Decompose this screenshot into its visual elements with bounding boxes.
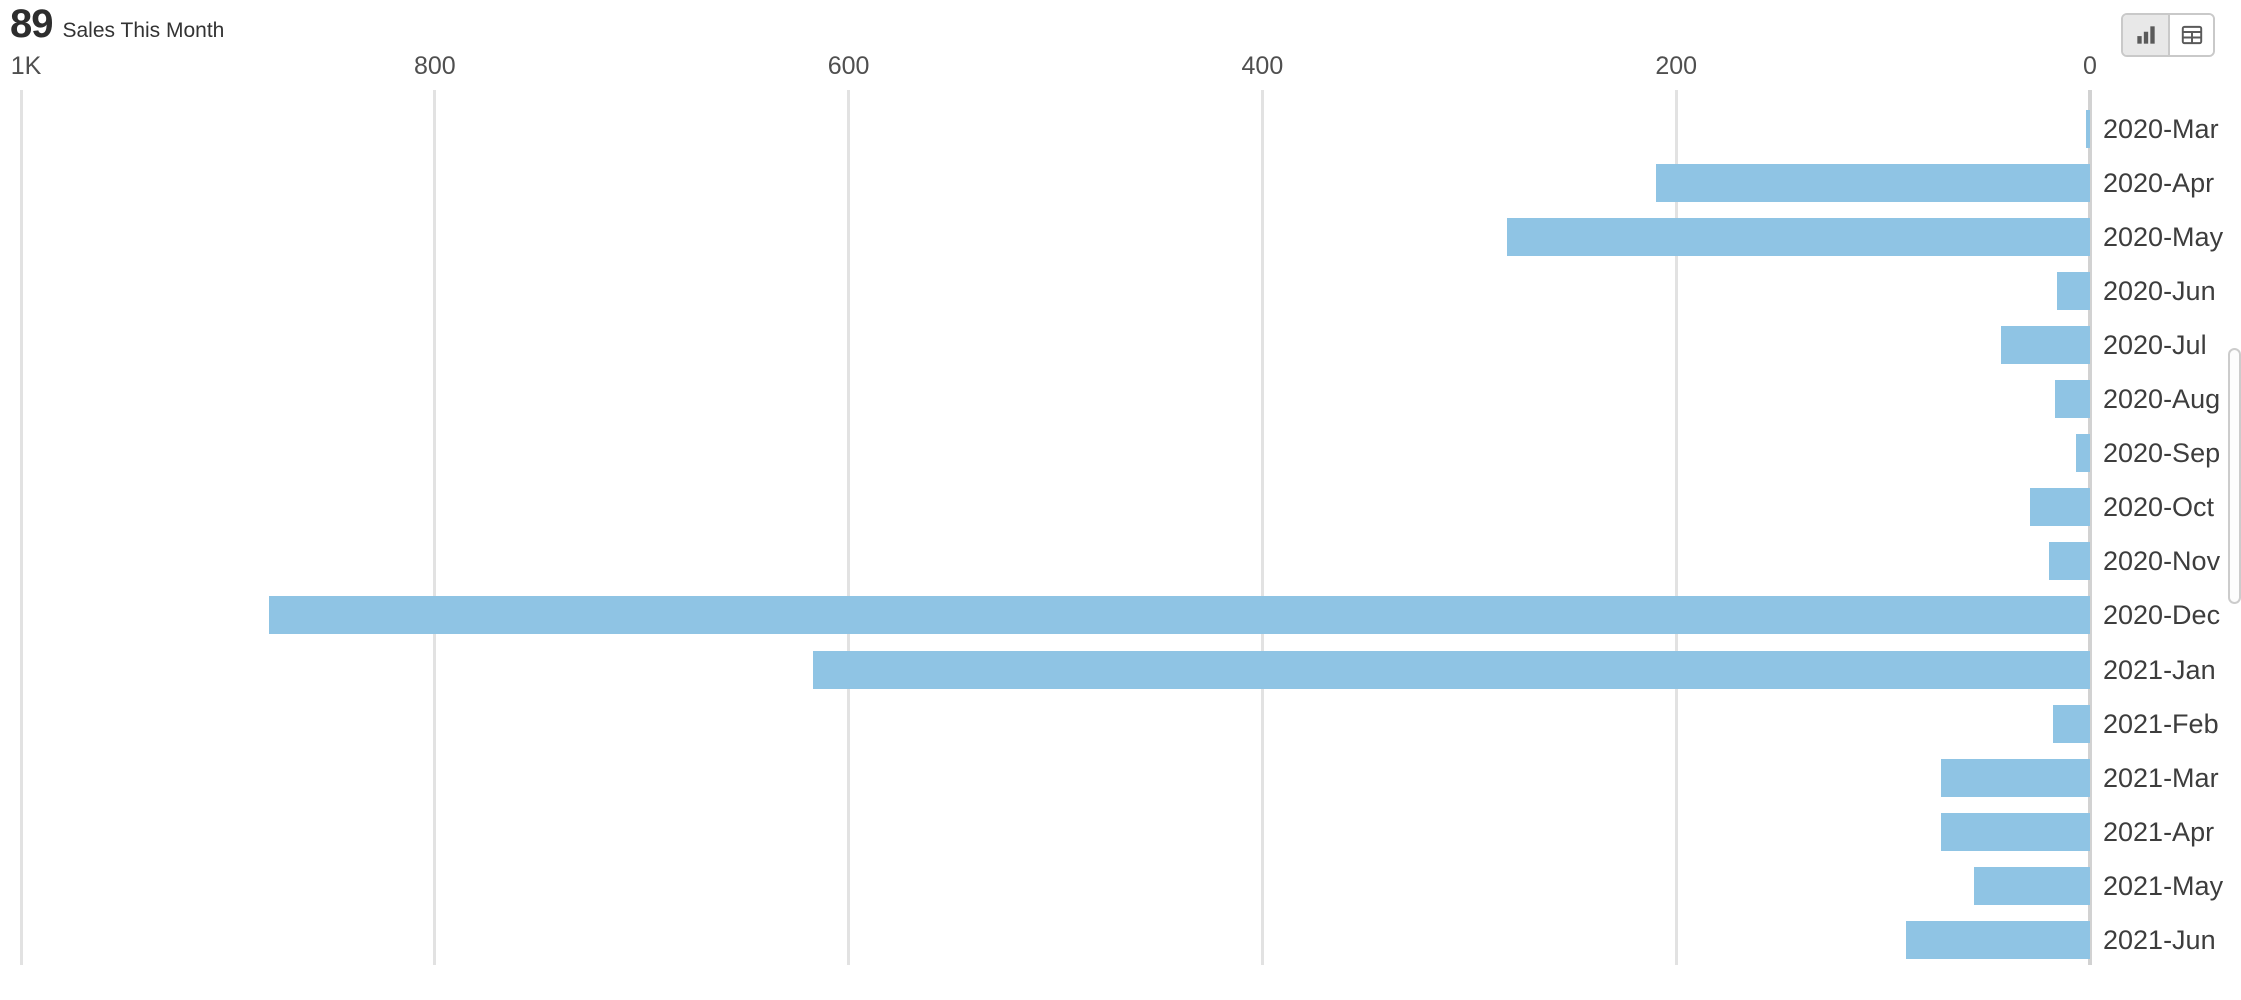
bar-2020-Nov[interactable] xyxy=(2049,542,2090,580)
bar-2021-Feb[interactable] xyxy=(2053,705,2090,743)
bar-2021-Apr[interactable] xyxy=(1941,813,2090,851)
gridline xyxy=(1260,90,1264,965)
bar-2020-Mar[interactable] xyxy=(2086,110,2090,148)
table-icon xyxy=(2179,22,2205,48)
category-label: 2021-May xyxy=(2103,871,2224,901)
bar-2020-Aug[interactable] xyxy=(2055,380,2090,418)
category-label: 2020-Nov xyxy=(2103,546,2221,576)
bar-2020-May[interactable] xyxy=(1507,218,2090,256)
category-label: 2020-Aug xyxy=(2103,384,2221,414)
kpi-value: 89 xyxy=(10,2,53,46)
category-label: 2020-Jun xyxy=(2103,276,2216,306)
bar-2020-Dec[interactable] xyxy=(269,596,2090,634)
gridline xyxy=(433,90,437,965)
category-label: 2020-Jul xyxy=(2103,330,2207,360)
gridline xyxy=(19,90,23,965)
category-label: 2020-Mar xyxy=(2103,114,2219,144)
gridline xyxy=(847,90,851,965)
gridline xyxy=(1674,90,1678,965)
axis-tick-label: 1K xyxy=(10,52,42,80)
bar-2020-Apr[interactable] xyxy=(1656,164,2090,202)
category-label: 2021-Jun xyxy=(2103,925,2216,955)
category-label: 2020-Oct xyxy=(2103,492,2215,522)
bar-chart-icon xyxy=(2133,22,2159,48)
bar-2021-May[interactable] xyxy=(1974,867,2090,905)
category-label: 2020-Dec xyxy=(2103,600,2221,630)
category-label: 2020-May xyxy=(2103,222,2224,252)
category-label: 2021-Feb xyxy=(2103,709,2219,739)
chart-header: 89 Sales This Month xyxy=(10,2,224,47)
category-label: 2021-Jan xyxy=(2103,655,2216,685)
category-label: 2021-Mar xyxy=(2103,763,2219,793)
axis-tick-label: 400 xyxy=(1241,52,1284,80)
bar-2021-Jan[interactable] xyxy=(813,651,2090,689)
view-toggle-group xyxy=(2121,13,2215,57)
bar-2020-Jul[interactable] xyxy=(2001,326,2090,364)
axis-tick-label: 600 xyxy=(827,52,870,80)
bar-2021-Mar[interactable] xyxy=(1941,759,2090,797)
table-view-button[interactable] xyxy=(2168,15,2213,55)
axis-tick-label: 0 xyxy=(2083,52,2097,80)
bar-2020-Sep[interactable] xyxy=(2076,434,2090,472)
category-label: 2021-Apr xyxy=(2103,817,2215,847)
chart-view-button[interactable] xyxy=(2123,15,2168,55)
value-axis-line xyxy=(2088,90,2092,965)
bar-2021-Jun[interactable] xyxy=(1906,921,2090,959)
bar-2020-Jun[interactable] xyxy=(2057,272,2090,310)
kpi-label: Sales This Month xyxy=(62,19,225,42)
category-label: 2020-Sep xyxy=(2103,438,2221,468)
axis-tick-label: 200 xyxy=(1655,52,1698,80)
bar-2020-Oct[interactable] xyxy=(2030,488,2090,526)
axis-tick-label: 800 xyxy=(413,52,456,80)
category-label: 2020-Apr xyxy=(2103,168,2215,198)
vertical-scrollbar-thumb[interactable] xyxy=(2228,348,2241,604)
